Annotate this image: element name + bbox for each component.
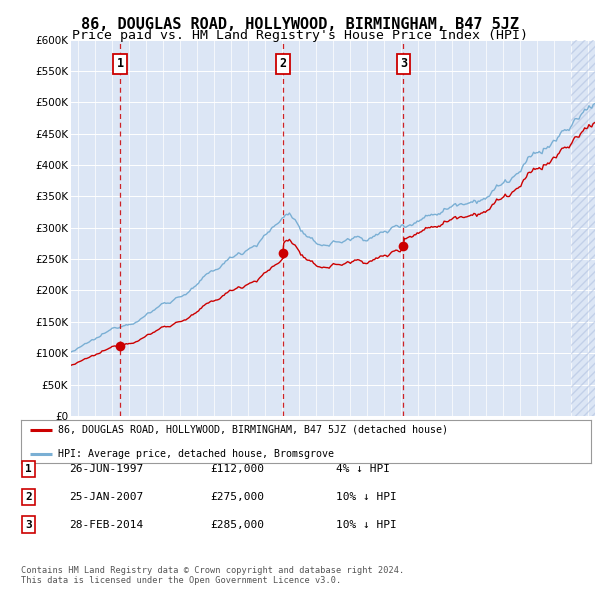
Text: HPI: Average price, detached house, Bromsgrove: HPI: Average price, detached house, Brom… <box>58 448 334 458</box>
Text: Price paid vs. HM Land Registry's House Price Index (HPI): Price paid vs. HM Land Registry's House … <box>72 30 528 42</box>
Text: 1: 1 <box>25 464 32 474</box>
Text: £112,000: £112,000 <box>210 464 264 474</box>
Text: 25-JAN-2007: 25-JAN-2007 <box>69 492 143 502</box>
Text: 3: 3 <box>400 57 407 70</box>
Text: 2: 2 <box>25 492 32 502</box>
Text: 86, DOUGLAS ROAD, HOLLYWOOD, BIRMINGHAM, B47 5JZ: 86, DOUGLAS ROAD, HOLLYWOOD, BIRMINGHAM,… <box>81 17 519 31</box>
Text: 10% ↓ HPI: 10% ↓ HPI <box>336 492 397 502</box>
Text: 4% ↓ HPI: 4% ↓ HPI <box>336 464 390 474</box>
Text: £285,000: £285,000 <box>210 520 264 529</box>
Text: £275,000: £275,000 <box>210 492 264 502</box>
Text: 1: 1 <box>116 57 124 70</box>
Text: 3: 3 <box>25 520 32 529</box>
Bar <box>571 40 595 416</box>
Text: 2: 2 <box>280 57 286 70</box>
Text: 10% ↓ HPI: 10% ↓ HPI <box>336 520 397 529</box>
Text: 26-JUN-1997: 26-JUN-1997 <box>69 464 143 474</box>
Text: Contains HM Land Registry data © Crown copyright and database right 2024.
This d: Contains HM Land Registry data © Crown c… <box>21 566 404 585</box>
Text: 86, DOUGLAS ROAD, HOLLYWOOD, BIRMINGHAM, B47 5JZ (detached house): 86, DOUGLAS ROAD, HOLLYWOOD, BIRMINGHAM,… <box>58 425 448 435</box>
Text: 28-FEB-2014: 28-FEB-2014 <box>69 520 143 529</box>
